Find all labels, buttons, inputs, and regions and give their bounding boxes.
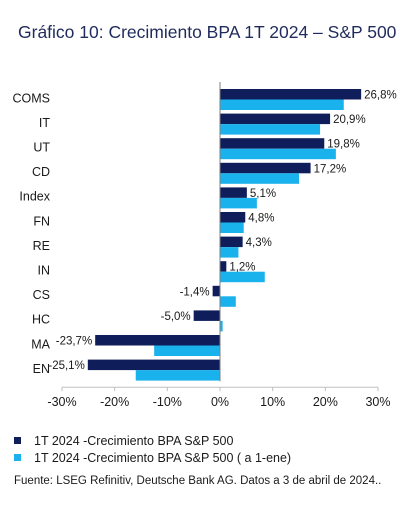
- bar-ut-series-2: [220, 148, 336, 160]
- bar-cs-series-1: [212, 285, 220, 297]
- x-tick-label-2: -10%: [153, 395, 182, 409]
- bar-en-series-2: [135, 370, 220, 381]
- x-tick-label-0: -30%: [47, 395, 76, 409]
- legend-swatch-series-1: [14, 437, 21, 444]
- bar-fn-series-2: [220, 222, 244, 233]
- source-note: Fuente: LSEG Refinitiv, Deutsche Bank AG…: [14, 475, 382, 487]
- bar-en-series-1: [87, 359, 220, 371]
- data-label-fn: 4,8%: [248, 213, 274, 225]
- bar-hc-series-1: [193, 310, 220, 321]
- data-label-ma: -23,7%: [56, 336, 92, 348]
- legend-label-series-1: 1T 2024 -Crecimiento BPA S&P 500: [34, 433, 234, 448]
- category-label-cd: CD: [32, 165, 50, 179]
- bar-cd-series-2: [220, 173, 299, 184]
- data-label-it: 20,9%: [333, 114, 366, 126]
- bar-it-series-2: [220, 124, 321, 135]
- bar-in-series-2: [220, 271, 265, 283]
- category-label-fn: FN: [33, 214, 50, 228]
- bar-chart: COMS 26,8% IT 20,9% UT 19,8% CD 17,2% Index 5,1% F…: [13, 82, 397, 409]
- legend-swatch-series-2: [14, 454, 21, 461]
- bar-re-series-2: [220, 247, 239, 258]
- category-label-in: IN: [38, 264, 51, 278]
- bar-cd-series-1: [220, 162, 311, 174]
- category-label-coms: COMS: [13, 91, 51, 105]
- category-label-re: RE: [33, 239, 50, 253]
- legend-item-series-2: 1T 2024 -Crecimiento BPA S&P 500 ( a 1-e…: [14, 449, 291, 466]
- category-label-ma: MA: [31, 337, 50, 351]
- data-label-cs: -1,4%: [180, 286, 210, 298]
- bar-index-series-1: [220, 187, 247, 198]
- x-tick-label-4: 10%: [260, 395, 285, 409]
- legend: 1T 2024 -Crecimiento BPA S&P 500 1T 2024…: [14, 432, 291, 466]
- data-label-in: 1,2%: [229, 262, 255, 274]
- bar-hc-series-2: [220, 320, 223, 332]
- legend-label-series-2: 1T 2024 -Crecimiento BPA S&P 500 ( a 1-e…: [34, 450, 292, 465]
- bar-coms-series-2: [220, 99, 344, 110]
- category-label-index: Index: [19, 190, 50, 204]
- data-label-ut: 19,8%: [327, 139, 360, 151]
- category-label-en: EN: [33, 362, 50, 376]
- data-label-en: -25,1%: [48, 360, 84, 372]
- bar-coms-series-1: [220, 89, 362, 100]
- bar-cs-series-2: [220, 296, 236, 307]
- x-tick-label-6: 30%: [365, 395, 390, 409]
- bar-ma-series-1: [95, 335, 220, 346]
- data-label-coms: 26,8%: [364, 90, 397, 102]
- bar-re-series-1: [220, 236, 243, 248]
- bar-ut-series-1: [220, 138, 325, 149]
- bar-in-series-1: [220, 261, 227, 272]
- bar-ma-series-2: [154, 345, 220, 356]
- legend-item-series-1: 1T 2024 -Crecimiento BPA S&P 500: [14, 432, 291, 449]
- category-label-hc: HC: [32, 313, 50, 327]
- category-label-ut: UT: [33, 141, 50, 155]
- bar-it-series-1: [220, 113, 331, 125]
- x-tick-label-1: -20%: [100, 395, 129, 409]
- bar-fn-series-1: [220, 212, 246, 223]
- data-label-index: 5,1%: [250, 188, 276, 200]
- data-label-hc: -5,0%: [161, 311, 191, 323]
- chart-title: Gráfico 10: Crecimiento BPA 1T 2024 – S&…: [18, 22, 397, 42]
- x-tick-label-3: 0%: [211, 395, 229, 409]
- category-label-cs: CS: [33, 288, 50, 302]
- data-label-re: 4,3%: [246, 237, 272, 249]
- category-label-it: IT: [39, 116, 50, 130]
- data-label-cd: 17,2%: [314, 163, 347, 175]
- bar-index-series-2: [220, 197, 257, 209]
- x-tick-label-5: 20%: [313, 395, 338, 409]
